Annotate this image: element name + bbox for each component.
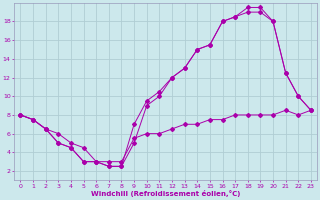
- X-axis label: Windchill (Refroidissement éolien,°C): Windchill (Refroidissement éolien,°C): [91, 190, 240, 197]
